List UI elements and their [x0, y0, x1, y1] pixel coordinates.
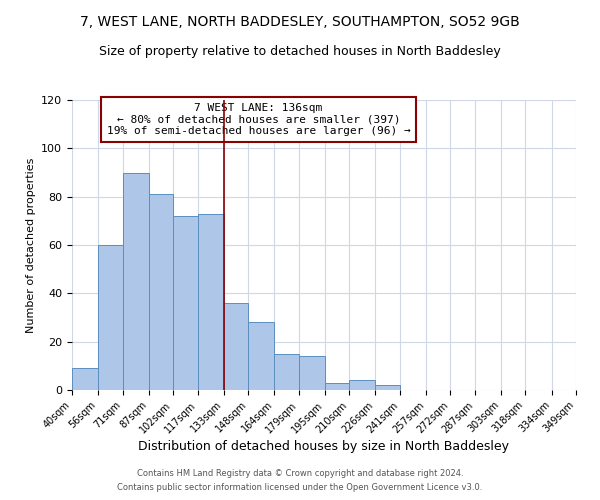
Bar	[376, 385, 400, 390]
Bar	[248, 322, 274, 390]
Bar	[349, 380, 376, 390]
Text: 7, WEST LANE, NORTH BADDESLEY, SOUTHAMPTON, SO52 9GB: 7, WEST LANE, NORTH BADDESLEY, SOUTHAMPT…	[80, 15, 520, 29]
Text: Contains HM Land Registry data © Crown copyright and database right 2024.: Contains HM Land Registry data © Crown c…	[137, 468, 463, 477]
Bar	[325, 383, 349, 390]
Bar	[173, 216, 197, 390]
Bar	[72, 368, 98, 390]
Bar	[274, 354, 299, 390]
Text: Contains public sector information licensed under the Open Government Licence v3: Contains public sector information licen…	[118, 484, 482, 492]
Bar	[299, 356, 325, 390]
X-axis label: Distribution of detached houses by size in North Baddesley: Distribution of detached houses by size …	[139, 440, 509, 454]
Text: 7 WEST LANE: 136sqm
← 80% of detached houses are smaller (397)
19% of semi-detac: 7 WEST LANE: 136sqm ← 80% of detached ho…	[107, 103, 410, 136]
Bar	[197, 214, 224, 390]
Bar	[122, 172, 149, 390]
Bar	[149, 194, 173, 390]
Text: Size of property relative to detached houses in North Baddesley: Size of property relative to detached ho…	[99, 45, 501, 58]
Bar	[224, 303, 248, 390]
Y-axis label: Number of detached properties: Number of detached properties	[26, 158, 35, 332]
Bar	[98, 245, 122, 390]
